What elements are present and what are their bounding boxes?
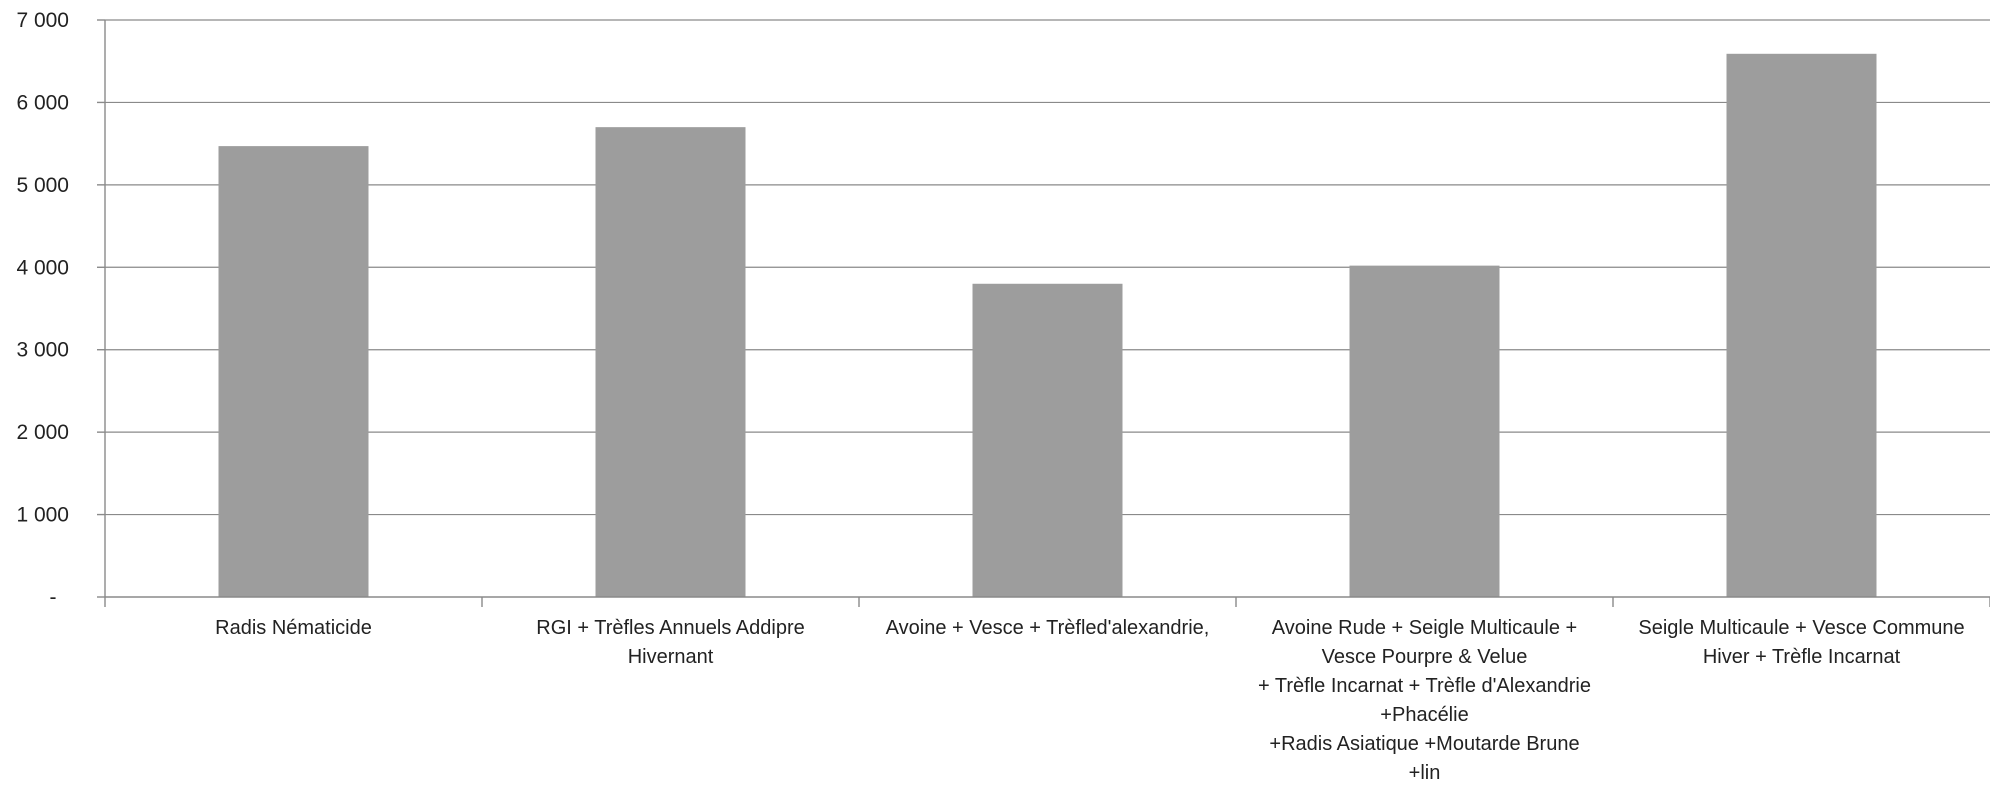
x-category-label: + Trèfle Incarnat + Trèfle d'Alexandrie [1258, 675, 1591, 697]
bar [1726, 53, 1877, 597]
bars [218, 53, 1877, 598]
x-axis [104, 20, 1990, 607]
y-tick-label: 7 000 [16, 9, 69, 32]
x-category-label: Avoine Rude + Seigle Multicaule + [1272, 617, 1577, 639]
y-tick-label: 4 000 [16, 256, 69, 279]
bar [1349, 265, 1500, 597]
y-tick-label: - [50, 586, 57, 609]
bar [595, 127, 746, 598]
x-category-label: +Phacélie [1380, 704, 1468, 726]
x-category-label: Seigle Multicaule + Vesce Commune [1638, 617, 1964, 639]
x-category-label: +Radis Asiatique +Moutarde Brune [1269, 733, 1579, 755]
x-axis-category-labels: Radis Nématicide RGI + Trèfles Annuels Ad… [215, 617, 1965, 784]
x-category-label: Hivernant [628, 646, 714, 668]
x-category-label: RGI + Trèfles Annuels Addipre [536, 617, 805, 639]
x-category-label: +lin [1409, 762, 1441, 784]
x-category-label: Hiver + Trèfle Incarnat [1703, 646, 1901, 668]
x-category-label: Radis Nématicide [215, 617, 372, 639]
y-tick-label: 3 000 [16, 339, 69, 362]
y-axis-tick-labels: - 1 000 2 000 3 000 4 000 5 000 6 000 7 000 [16, 9, 69, 609]
x-category-label: Vesce Pourpre & Velue [1322, 646, 1528, 668]
x-category-label: Avoine + Vesce + Trèfled'alexandrie, [886, 617, 1210, 639]
y-tick-label: 5 000 [16, 174, 69, 197]
bar [218, 146, 369, 597]
bar [972, 283, 1123, 597]
y-tick-label: 6 000 [16, 91, 69, 114]
y-tick-label: 2 000 [16, 421, 69, 444]
y-tick-label: 1 000 [16, 504, 69, 527]
